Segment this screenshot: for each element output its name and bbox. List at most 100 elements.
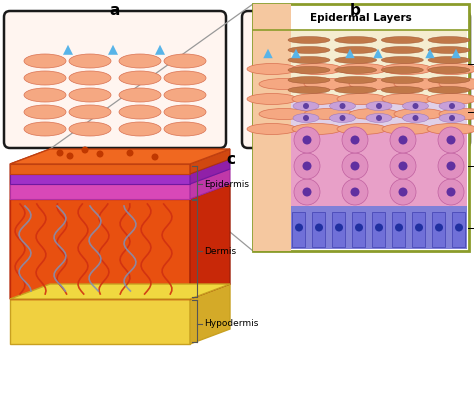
Ellipse shape	[69, 71, 111, 85]
Ellipse shape	[382, 87, 423, 93]
Circle shape	[294, 179, 320, 205]
Circle shape	[438, 153, 464, 179]
Ellipse shape	[428, 46, 470, 54]
Bar	[432, 212, 445, 247]
Circle shape	[438, 127, 464, 153]
Ellipse shape	[119, 71, 161, 85]
Circle shape	[390, 127, 416, 153]
Ellipse shape	[382, 123, 432, 134]
Circle shape	[66, 152, 73, 160]
Ellipse shape	[382, 76, 423, 84]
Ellipse shape	[439, 108, 474, 119]
Circle shape	[294, 127, 320, 153]
Ellipse shape	[288, 76, 330, 84]
Polygon shape	[10, 164, 190, 174]
Bar	[352, 212, 365, 247]
Bar	[412, 212, 425, 247]
Ellipse shape	[288, 87, 330, 93]
Ellipse shape	[335, 76, 377, 84]
Text: b: b	[349, 3, 360, 18]
Text: Epidermal Layers: Epidermal Layers	[310, 13, 412, 23]
Ellipse shape	[164, 54, 206, 68]
Circle shape	[97, 151, 103, 158]
Bar	[291, 126, 467, 206]
Ellipse shape	[304, 108, 354, 119]
Ellipse shape	[366, 102, 392, 110]
Polygon shape	[190, 184, 230, 299]
Ellipse shape	[335, 87, 377, 93]
Bar	[291, 98, 467, 126]
Ellipse shape	[288, 37, 330, 43]
Ellipse shape	[24, 105, 66, 119]
Ellipse shape	[24, 122, 66, 136]
Circle shape	[152, 154, 158, 160]
Circle shape	[302, 136, 311, 145]
Circle shape	[339, 115, 346, 121]
Circle shape	[399, 162, 408, 171]
Circle shape	[447, 136, 456, 145]
Text: c: c	[227, 152, 236, 167]
Ellipse shape	[335, 37, 377, 43]
FancyBboxPatch shape	[4, 11, 226, 148]
Circle shape	[56, 149, 64, 156]
Ellipse shape	[119, 54, 161, 68]
Bar	[291, 30, 467, 98]
Circle shape	[303, 103, 309, 109]
Ellipse shape	[304, 78, 354, 89]
Ellipse shape	[428, 56, 470, 63]
Ellipse shape	[293, 102, 319, 110]
FancyBboxPatch shape	[253, 4, 469, 251]
Polygon shape	[10, 184, 190, 199]
Ellipse shape	[247, 93, 297, 104]
Circle shape	[399, 188, 408, 197]
Ellipse shape	[288, 46, 330, 54]
Polygon shape	[190, 149, 230, 174]
Ellipse shape	[69, 105, 111, 119]
Ellipse shape	[119, 88, 161, 102]
Ellipse shape	[329, 102, 356, 110]
Ellipse shape	[164, 88, 206, 102]
Ellipse shape	[382, 46, 423, 54]
Ellipse shape	[337, 93, 387, 104]
FancyBboxPatch shape	[242, 11, 470, 148]
Polygon shape	[190, 284, 230, 344]
Circle shape	[447, 162, 456, 171]
Ellipse shape	[164, 105, 206, 119]
Ellipse shape	[69, 88, 111, 102]
Ellipse shape	[337, 63, 387, 74]
Circle shape	[375, 223, 383, 232]
Ellipse shape	[335, 56, 377, 63]
Ellipse shape	[69, 122, 111, 136]
Circle shape	[390, 153, 416, 179]
Circle shape	[342, 179, 368, 205]
Ellipse shape	[335, 67, 377, 74]
Ellipse shape	[292, 63, 342, 74]
Ellipse shape	[164, 122, 206, 136]
Text: Hypodermis: Hypodermis	[204, 320, 258, 329]
Ellipse shape	[428, 76, 470, 84]
Bar	[292, 212, 305, 247]
Circle shape	[315, 223, 323, 232]
Ellipse shape	[69, 54, 111, 68]
Ellipse shape	[292, 93, 342, 104]
Circle shape	[82, 147, 89, 154]
Ellipse shape	[288, 67, 330, 74]
Ellipse shape	[329, 113, 356, 123]
Polygon shape	[10, 284, 230, 299]
Ellipse shape	[382, 63, 432, 74]
Circle shape	[294, 153, 320, 179]
Circle shape	[302, 188, 311, 197]
Polygon shape	[10, 299, 190, 344]
Ellipse shape	[247, 63, 297, 74]
Polygon shape	[10, 149, 230, 164]
Circle shape	[376, 103, 382, 109]
Ellipse shape	[427, 63, 474, 74]
Ellipse shape	[382, 93, 432, 104]
Ellipse shape	[247, 123, 297, 134]
Circle shape	[412, 115, 419, 121]
Circle shape	[127, 149, 134, 156]
Polygon shape	[190, 169, 230, 199]
Ellipse shape	[402, 113, 428, 123]
Circle shape	[395, 223, 403, 232]
Circle shape	[412, 103, 419, 109]
